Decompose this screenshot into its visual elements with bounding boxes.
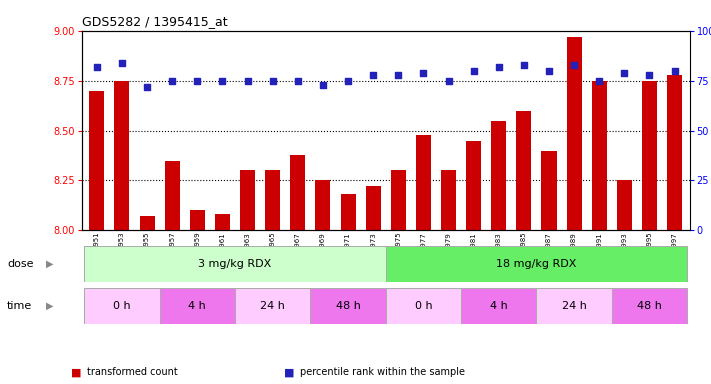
Point — [643, 71, 655, 78]
Text: GDS5282 / 1395415_at: GDS5282 / 1395415_at — [82, 15, 228, 28]
Bar — [567, 37, 582, 230]
Text: ■: ■ — [71, 367, 82, 377]
Bar — [215, 214, 230, 230]
Bar — [311, 288, 385, 324]
Point — [117, 60, 128, 66]
Text: time: time — [7, 301, 33, 311]
Point — [292, 78, 304, 84]
Bar — [85, 246, 385, 282]
Bar — [441, 170, 456, 230]
Text: 24 h: 24 h — [260, 301, 285, 311]
Bar — [617, 180, 632, 230]
Bar — [461, 288, 536, 324]
Bar — [235, 288, 311, 324]
Point — [443, 78, 454, 84]
Bar — [85, 288, 160, 324]
Point — [91, 64, 102, 70]
Point — [468, 68, 479, 74]
Point — [568, 61, 579, 68]
Text: 3 mg/kg RDX: 3 mg/kg RDX — [198, 259, 272, 269]
Point — [267, 78, 279, 84]
Bar — [341, 194, 356, 230]
Point — [594, 78, 605, 84]
Bar — [611, 288, 687, 324]
Point — [343, 78, 354, 84]
Bar — [416, 134, 431, 230]
Point — [669, 68, 680, 74]
Point — [518, 61, 530, 68]
Point — [166, 78, 178, 84]
Point — [368, 71, 379, 78]
Bar — [385, 246, 687, 282]
Bar — [160, 288, 235, 324]
Bar — [290, 154, 305, 230]
Point — [242, 78, 253, 84]
Point — [493, 64, 504, 70]
Text: transformed count: transformed count — [87, 367, 178, 377]
Bar — [139, 217, 154, 230]
Point — [543, 68, 555, 74]
Text: percentile rank within the sample: percentile rank within the sample — [300, 367, 465, 377]
Bar — [90, 91, 105, 230]
Point — [141, 84, 153, 90]
Bar — [265, 170, 280, 230]
Text: 4 h: 4 h — [188, 301, 206, 311]
Text: 0 h: 0 h — [113, 301, 131, 311]
Bar — [365, 187, 380, 230]
Bar — [240, 170, 255, 230]
Text: 48 h: 48 h — [336, 301, 360, 311]
Text: 18 mg/kg RDX: 18 mg/kg RDX — [496, 259, 577, 269]
Text: 24 h: 24 h — [562, 301, 587, 311]
Point — [417, 70, 429, 76]
Bar — [667, 74, 682, 230]
Bar — [542, 151, 557, 230]
Bar — [391, 170, 406, 230]
Text: ▶: ▶ — [46, 301, 54, 311]
Bar — [536, 288, 611, 324]
Bar — [316, 180, 331, 230]
Bar — [114, 81, 129, 230]
Bar — [642, 81, 657, 230]
Text: ▶: ▶ — [46, 259, 54, 269]
Bar — [190, 210, 205, 230]
Bar — [165, 161, 180, 230]
Bar — [592, 81, 606, 230]
Text: 48 h: 48 h — [637, 301, 662, 311]
Point — [192, 78, 203, 84]
Point — [317, 81, 328, 88]
Bar — [385, 288, 461, 324]
Bar — [516, 111, 531, 230]
Point — [619, 70, 630, 76]
Text: 0 h: 0 h — [415, 301, 432, 311]
Text: ■: ■ — [284, 367, 295, 377]
Text: 4 h: 4 h — [490, 301, 508, 311]
Text: dose: dose — [7, 259, 33, 269]
Point — [217, 78, 228, 84]
Point — [392, 71, 404, 78]
Bar — [491, 121, 506, 230]
Bar — [466, 141, 481, 230]
